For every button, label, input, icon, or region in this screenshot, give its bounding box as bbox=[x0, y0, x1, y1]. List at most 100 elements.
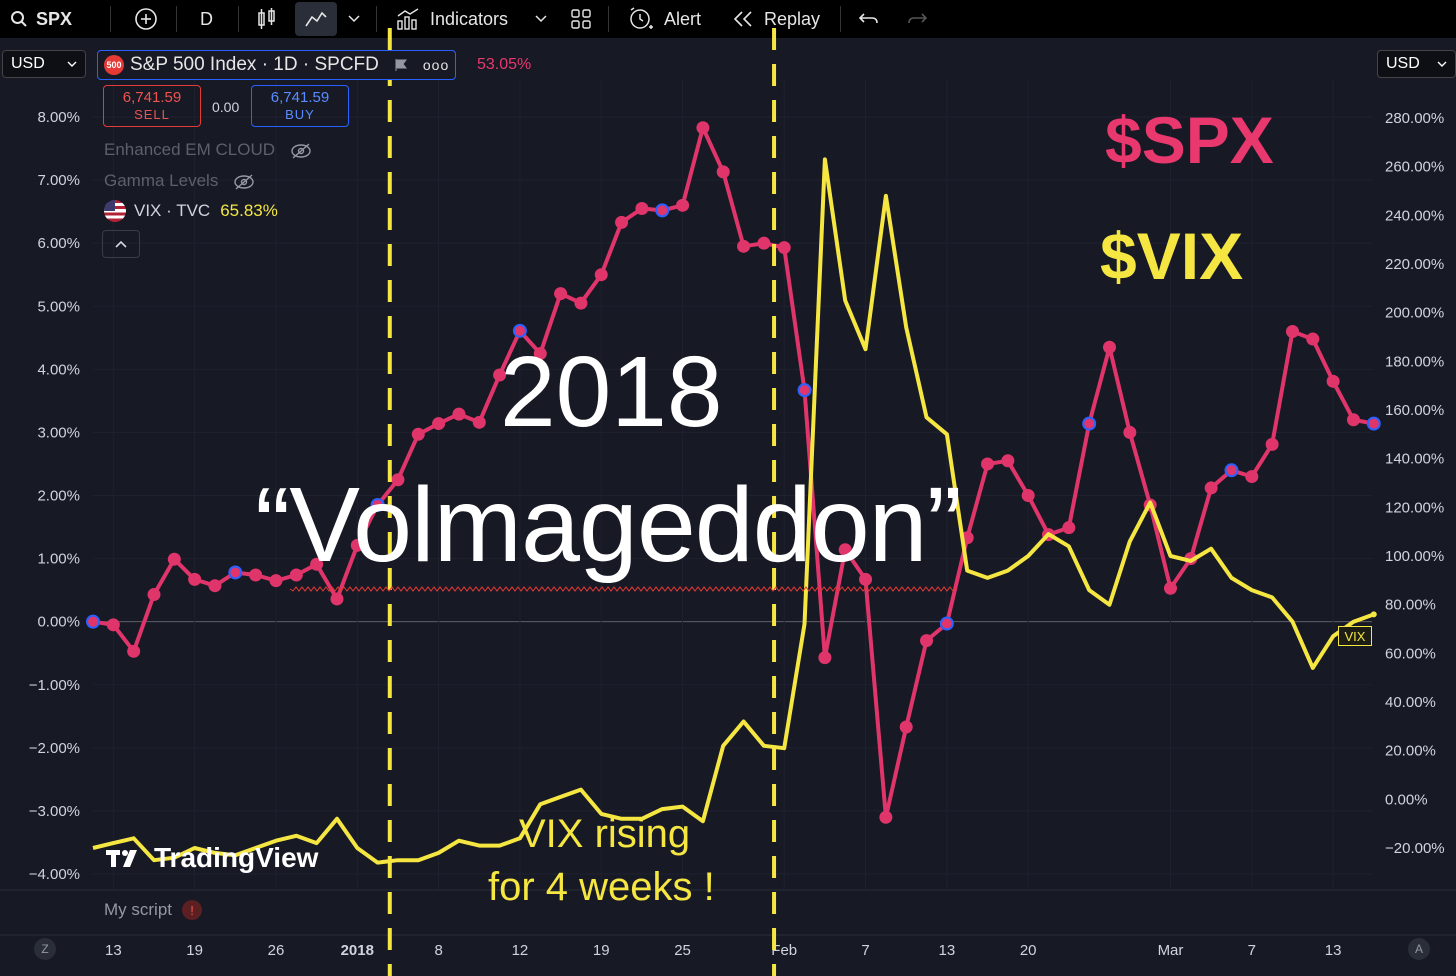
spx-data-point[interactable] bbox=[574, 296, 588, 310]
candles-button[interactable] bbox=[256, 0, 278, 38]
warning-icon[interactable]: ! bbox=[182, 900, 202, 920]
spx-data-point[interactable] bbox=[493, 368, 507, 382]
eye-off-icon[interactable] bbox=[290, 142, 312, 160]
spx-marker-point[interactable] bbox=[655, 203, 670, 218]
spx-data-point[interactable] bbox=[981, 457, 995, 471]
right-axis-tick: 240.00% bbox=[1385, 207, 1444, 224]
collapse-legend-button[interactable] bbox=[102, 230, 140, 258]
spx-marker-point[interactable] bbox=[228, 565, 243, 580]
right-price-axis[interactable]: 280.00% 260.00% 240.00% 220.00% 200.00% 180.0… bbox=[1385, 110, 1445, 857]
spx-data-point[interactable] bbox=[554, 287, 568, 301]
spx-data-point[interactable] bbox=[452, 407, 466, 421]
spx-data-point[interactable] bbox=[1245, 470, 1259, 484]
spx-data-point[interactable] bbox=[127, 644, 141, 658]
spx-data-point[interactable] bbox=[1306, 332, 1320, 346]
spx-data-point[interactable] bbox=[818, 651, 832, 665]
spx-marker-point[interactable] bbox=[1366, 416, 1381, 431]
spx-data-point[interactable] bbox=[411, 427, 425, 441]
indicators-button[interactable]: Indicators bbox=[396, 0, 508, 38]
spx-data-point[interactable] bbox=[533, 347, 547, 361]
layout-button[interactable] bbox=[570, 0, 592, 38]
redo-button[interactable] bbox=[906, 0, 928, 38]
vix-legend[interactable]: VIX · TVC 65.83% bbox=[104, 200, 278, 222]
spx-data-point[interactable] bbox=[716, 165, 730, 179]
left-axis-tick: 2.00% bbox=[37, 488, 80, 505]
spx-annotation: $SPX bbox=[1105, 103, 1274, 177]
spx-data-point[interactable] bbox=[1001, 454, 1015, 468]
indicator-em-cloud[interactable]: Enhanced EM CLOUD bbox=[104, 140, 312, 160]
spx-series-line[interactable] bbox=[92, 125, 1375, 820]
spx-marker-point[interactable] bbox=[370, 497, 385, 512]
more-options-icon[interactable]: ooo bbox=[422, 57, 450, 73]
symbol-search[interactable]: SPX bbox=[10, 0, 72, 38]
time-axis[interactable]: 13 19 26 2018 8 12 19 25 Feb 7 13 20 Mar 7 13 bbox=[105, 942, 1341, 959]
eye-off-icon[interactable] bbox=[233, 173, 255, 191]
buy-button[interactable]: 6,741.59 BUY bbox=[251, 85, 349, 127]
spx-data-point[interactable] bbox=[1103, 340, 1116, 354]
vix-series-line[interactable] bbox=[92, 157, 1375, 865]
spx-data-point[interactable] bbox=[269, 574, 283, 588]
spx-data-point[interactable] bbox=[106, 618, 120, 632]
left-currency-select[interactable]: USD bbox=[2, 50, 86, 78]
spx-marker-point[interactable] bbox=[86, 614, 100, 629]
spx-data-point[interactable] bbox=[737, 239, 751, 253]
spx-marker-point[interactable] bbox=[1224, 463, 1239, 478]
spx-data-point[interactable] bbox=[1285, 324, 1299, 338]
main-series-legend[interactable]: 500 S&P 500 Index · 1D · SPCFD ooo bbox=[97, 50, 457, 80]
spx-data-point[interactable] bbox=[676, 198, 690, 212]
spx-data-point[interactable] bbox=[350, 538, 364, 552]
right-currency-select[interactable]: USD bbox=[1377, 50, 1456, 78]
undo-button[interactable] bbox=[858, 0, 880, 38]
compare-button[interactable] bbox=[134, 0, 158, 38]
spx-marker-point[interactable] bbox=[1082, 416, 1097, 431]
sell-button[interactable]: 6,741.59 SELL bbox=[103, 85, 201, 127]
left-price-axis[interactable]: 8.00% 7.00% 6.00% 5.00% 4.00% 3.00% 2.00% 1.00%… bbox=[29, 109, 80, 883]
spx-data-point[interactable] bbox=[757, 236, 771, 250]
chart-type-dropdown[interactable] bbox=[348, 0, 360, 38]
spx-data-point[interactable] bbox=[1021, 489, 1035, 502]
spx-data-point[interactable] bbox=[391, 473, 405, 487]
spx-data-point[interactable] bbox=[1062, 521, 1076, 535]
indicators-dropdown[interactable] bbox=[535, 0, 547, 38]
spx-data-point[interactable] bbox=[879, 810, 893, 824]
spx-data-point[interactable] bbox=[249, 568, 263, 582]
spx-data-point[interactable] bbox=[167, 552, 181, 566]
spx-data-point[interactable] bbox=[1163, 581, 1177, 595]
spx-data-point[interactable] bbox=[615, 215, 629, 229]
spx-data-point[interactable] bbox=[859, 572, 873, 586]
spx-marker-point[interactable] bbox=[512, 323, 527, 338]
auto-scale-button[interactable]: A bbox=[1408, 938, 1430, 960]
spx-data-point[interactable] bbox=[777, 241, 791, 255]
alert-button[interactable]: Alert bbox=[628, 0, 701, 38]
spx-data-point[interactable] bbox=[310, 557, 324, 571]
spx-data-point[interactable] bbox=[289, 568, 303, 582]
spx-marker-point[interactable] bbox=[797, 383, 812, 398]
spx-data-point[interactable] bbox=[920, 634, 934, 648]
spx-data-point[interactable] bbox=[696, 121, 710, 135]
spx-data-point[interactable] bbox=[472, 415, 486, 429]
left-axis-tick: 8.00% bbox=[37, 109, 80, 126]
spx-data-point[interactable] bbox=[1265, 437, 1279, 451]
spx-data-point[interactable] bbox=[899, 720, 913, 734]
my-script-pane[interactable]: My script ! bbox=[104, 900, 202, 920]
interval-button[interactable]: D bbox=[200, 0, 213, 38]
replay-button[interactable]: Replay bbox=[732, 0, 820, 38]
chevron-down-icon bbox=[1437, 61, 1447, 67]
spx-data-point[interactable] bbox=[1204, 481, 1218, 495]
spx-data-point[interactable] bbox=[208, 579, 222, 593]
spx-marker-point[interactable] bbox=[939, 616, 954, 631]
spx-data-point[interactable] bbox=[1123, 425, 1137, 439]
spx-data-point[interactable] bbox=[147, 588, 161, 602]
spx-data-point[interactable] bbox=[838, 543, 852, 557]
spx-data-point[interactable] bbox=[432, 417, 446, 431]
spx-data-point[interactable] bbox=[1326, 374, 1340, 388]
spx-data-point[interactable] bbox=[1346, 413, 1360, 427]
spx-data-point[interactable] bbox=[188, 572, 202, 586]
zoom-left-button[interactable]: Z bbox=[34, 938, 56, 960]
indicator-gamma-levels[interactable]: Gamma Levels bbox=[104, 171, 255, 191]
spx-data-point[interactable] bbox=[330, 592, 344, 606]
spx-data-point[interactable] bbox=[635, 201, 649, 215]
line-chart-button[interactable] bbox=[295, 2, 337, 36]
spx-data-point[interactable] bbox=[594, 268, 608, 282]
